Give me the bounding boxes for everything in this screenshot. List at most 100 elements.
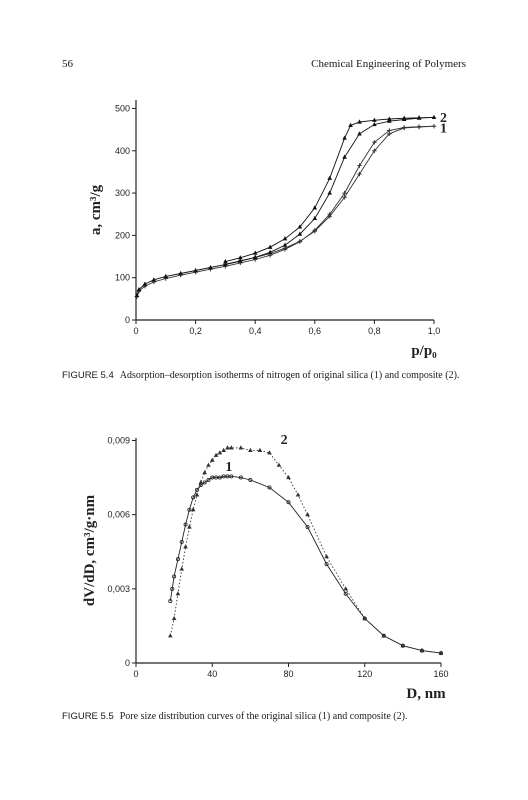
series-1-point: [170, 586, 175, 591]
series-2-point: [431, 114, 437, 119]
series-1-point: [372, 140, 377, 145]
series-1-point: [267, 485, 272, 490]
series-1-point: [343, 591, 348, 596]
series-1-point: [175, 557, 180, 562]
series-1-point: [324, 562, 329, 567]
series-1-point: [168, 599, 173, 604]
series-2-line: [136, 116, 435, 296]
series-2-point: [286, 474, 291, 480]
isotherm-chart: 0 0,2 0,4 0,6 0,8 1,0 0 100 200 300 400 500 a, cm³/g…: [88, 100, 447, 359]
running-head: Chemical Engineering of Polymers: [311, 58, 466, 70]
y-axis-label: dV/dD, cm³/g·nm: [82, 494, 98, 606]
series-2-point: [295, 492, 301, 497]
series-1-point: [402, 125, 407, 131]
series-2-point: [416, 115, 422, 120]
series-2-point: [190, 507, 196, 512]
series-1-point: [342, 190, 347, 196]
series-1-point: [305, 525, 310, 530]
y-tick-label: 0,003: [107, 584, 130, 594]
series-2-point: [213, 452, 219, 457]
series-2-point: [438, 650, 444, 655]
x-axis-label: p/p₀: [411, 343, 437, 359]
page-number: 56: [62, 58, 73, 70]
series-2-point: [134, 292, 140, 298]
series-1-point: [248, 478, 253, 483]
series-2-point: [387, 118, 392, 123]
series-1-point: [431, 124, 437, 129]
series-1-point: [312, 228, 317, 234]
series-2-point: [372, 117, 377, 122]
series-2-point: [327, 190, 332, 195]
series-2-point: [252, 250, 258, 255]
series-2-point: [198, 479, 204, 485]
x-tick-label: 80: [283, 669, 293, 679]
y-tick-label: 100: [115, 273, 130, 283]
series-2-point: [221, 447, 226, 452]
x-tick-label: 0: [133, 326, 138, 336]
series-1-point: [221, 474, 226, 479]
series-2-point: [267, 244, 273, 249]
series-2-point: [312, 215, 318, 221]
series-1-point: [327, 214, 332, 219]
series-2-point: [267, 249, 273, 254]
series-2-point: [252, 254, 258, 259]
series-2-point: [419, 648, 425, 653]
figure-5-4-caption-text: Adsorption–desorption isotherms of nitro…: [119, 370, 460, 381]
series-2-point: [324, 554, 329, 559]
y-tick-label: 400: [115, 146, 130, 156]
y-tick-label: 500: [115, 103, 130, 113]
series-2-point: [342, 135, 347, 140]
series-2-point: [194, 492, 200, 497]
series-2-point: [305, 512, 310, 517]
figure-5-5-caption: FIGURE 5.5 Pore size distribution curves …: [62, 710, 467, 723]
series-2-point: [276, 462, 282, 467]
y-tick-label: 0: [125, 315, 130, 325]
series-2-point: [297, 231, 303, 236]
x-tick-label: 160: [433, 669, 448, 679]
series-2-point: [381, 633, 387, 638]
series-1-point: [183, 522, 188, 527]
x-axis-label: D, nm: [406, 686, 446, 702]
series-2-point: [178, 270, 183, 276]
series-2-point: [183, 544, 188, 549]
series-1-point: [179, 539, 184, 544]
series-2-point: [179, 566, 185, 571]
y-tick-label: 300: [115, 188, 130, 198]
series-1-point: [187, 507, 192, 512]
series-2-point: [312, 205, 318, 210]
y-tick-label: 0,009: [107, 435, 130, 445]
series-1-point: [416, 124, 422, 130]
series-1-point: [229, 474, 234, 479]
series-1-point: [342, 195, 347, 200]
series-2-point: [257, 447, 263, 452]
series-1-label: 1: [225, 460, 232, 475]
series-2-point: [282, 242, 288, 247]
series-2-point: [282, 236, 288, 241]
series-1-point: [206, 478, 211, 483]
series-1-point: [238, 475, 243, 480]
series-2-label: 2: [281, 433, 288, 448]
figure-5-4: 0 0,2 0,4 0,6 0,8 1,0 0 100 200 300 400 500 a, cm³/g…: [0, 92, 528, 362]
x-tick-label: 120: [357, 669, 372, 679]
series-2-point: [187, 524, 192, 529]
series-2-point: [297, 224, 303, 229]
y-tick-label: 0: [125, 658, 130, 668]
x-tick-label: 0,4: [249, 326, 262, 336]
series-2-point: [400, 643, 406, 648]
series-1-line: [136, 125, 435, 297]
series-1-point: [191, 495, 196, 500]
series-2-point: [357, 119, 362, 124]
series-2-point: [202, 470, 207, 475]
series-2-point: [229, 445, 234, 450]
series-2-point: [193, 267, 198, 273]
series-1-point: [172, 574, 177, 579]
figure-5-5-label: FIGURE 5.5: [62, 711, 114, 722]
series-1-label: 1: [440, 122, 447, 137]
figure-5-5: 0 40 80 120 160 0 0,003 0,006 0,009 dV/dD, cm³/g·…: [0, 428, 528, 708]
series-2-point: [372, 121, 377, 127]
x-tick-label: 0,8: [368, 326, 381, 336]
series-2-point: [136, 286, 142, 292]
series-2-point: [401, 115, 407, 120]
y-tick-label: 0,006: [107, 510, 130, 520]
series-2-point: [267, 450, 272, 455]
